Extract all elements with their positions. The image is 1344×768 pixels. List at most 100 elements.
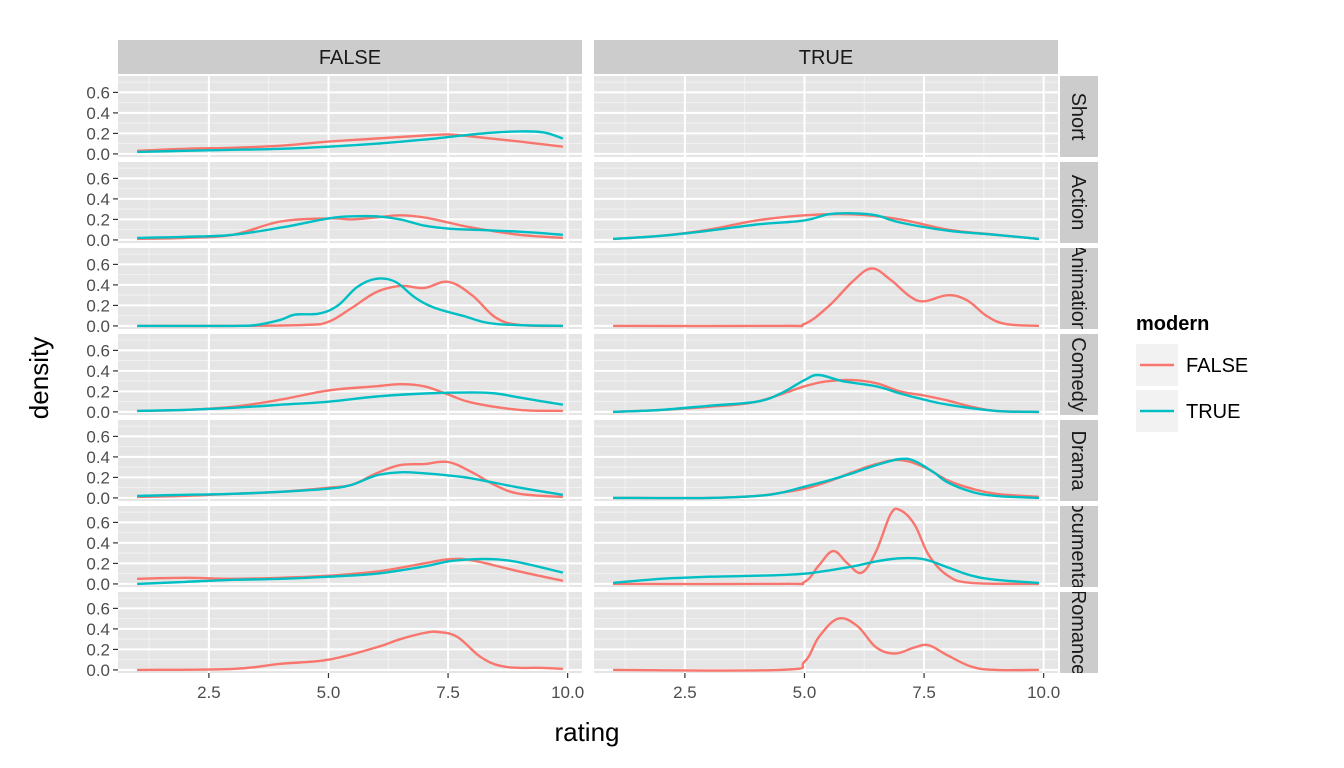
row-strip-5 bbox=[1060, 506, 1098, 587]
density-line-true-1-5 bbox=[613, 556, 1039, 585]
legend: modern FALSE TRUE bbox=[1136, 313, 1248, 432]
panel-1-2 bbox=[594, 248, 1058, 329]
row-strip-2 bbox=[1060, 248, 1098, 329]
density-line-false-0-0 bbox=[137, 133, 564, 152]
panel-1-0 bbox=[594, 76, 1058, 157]
y-tick-label: 0.4 bbox=[86, 362, 110, 381]
density-line-false-1-2 bbox=[613, 267, 1039, 328]
density-line-true-1-4 bbox=[613, 457, 1039, 500]
y-tick-label: 0.6 bbox=[86, 427, 110, 446]
y-tick-label: 0.0 bbox=[86, 661, 110, 680]
row-strip-label: Action bbox=[1067, 175, 1089, 231]
x-tick-label: 10.0 bbox=[551, 683, 584, 702]
y-tick-label: 0.6 bbox=[86, 83, 110, 102]
panel-0-3 bbox=[118, 334, 582, 415]
x-tick-label: 7.5 bbox=[436, 683, 460, 702]
row-strip-3 bbox=[1060, 334, 1098, 415]
density-line-false-0-6 bbox=[137, 630, 563, 672]
panel-0-1 bbox=[118, 162, 582, 243]
column-strip-label: FALSE bbox=[319, 47, 381, 69]
y-tick-label: 0.2 bbox=[86, 296, 110, 315]
x-axis-title: rating bbox=[554, 717, 619, 747]
axes-layer: 0.00.20.40.60.00.20.40.60.00.20.40.60.00… bbox=[86, 83, 1060, 702]
panel-background bbox=[594, 334, 1058, 415]
panel-0-4 bbox=[118, 420, 582, 501]
y-tick-label: 0.4 bbox=[86, 190, 110, 209]
legend-label-true: TRUE bbox=[1186, 401, 1240, 423]
row-strip-0 bbox=[1060, 76, 1098, 157]
y-tick-label: 0.0 bbox=[86, 489, 110, 508]
density-line-true-0-1 bbox=[137, 214, 563, 240]
row-strip-1 bbox=[1060, 162, 1098, 243]
row-strip-4 bbox=[1060, 420, 1098, 501]
panel-1-1 bbox=[594, 162, 1058, 243]
y-tick-label: 0.0 bbox=[86, 231, 110, 250]
y-tick-label: 0.6 bbox=[86, 255, 110, 274]
panel-background bbox=[118, 248, 582, 329]
column-strip-1 bbox=[594, 40, 1058, 74]
y-tick-label: 0.0 bbox=[86, 575, 110, 594]
density-line-true-0-5 bbox=[137, 557, 564, 586]
panel-1-6 bbox=[594, 592, 1058, 673]
density-line-false-0-5 bbox=[137, 557, 564, 582]
y-tick-label: 0.0 bbox=[86, 145, 110, 164]
y-tick-label: 0.2 bbox=[86, 382, 110, 401]
legend-label-false: FALSE bbox=[1186, 355, 1248, 377]
strips-layer: FALSE TRUE Short Action Animation Comedy Drama… bbox=[118, 40, 1098, 676]
density-line-false-0-2 bbox=[137, 280, 563, 328]
panel-1-3 bbox=[594, 334, 1058, 415]
panels-layer bbox=[118, 76, 1058, 673]
panel-background bbox=[118, 420, 582, 501]
row-strip-label: Drama bbox=[1067, 430, 1089, 491]
y-tick-label: 0.4 bbox=[86, 534, 110, 553]
density-line-true-0-3 bbox=[137, 391, 564, 413]
row-strip-label: Animation bbox=[1067, 244, 1089, 333]
y-tick-label: 0.6 bbox=[86, 169, 110, 188]
x-tick-label: 5.0 bbox=[317, 683, 341, 702]
panel-background bbox=[594, 162, 1058, 243]
panel-background bbox=[594, 592, 1058, 673]
row-strip-label-group: Short bbox=[1067, 93, 1089, 141]
y-tick-label: 0.2 bbox=[86, 554, 110, 573]
y-tick-label: 0.4 bbox=[86, 448, 110, 467]
y-tick-label: 0.6 bbox=[86, 341, 110, 360]
y-tick-label: 0.0 bbox=[86, 317, 110, 336]
row-strip-label-group: Documentary bbox=[1067, 487, 1089, 606]
density-line-false-1-5 bbox=[613, 507, 1039, 586]
density-line-false-1-6 bbox=[613, 616, 1039, 672]
panel-1-5 bbox=[594, 506, 1058, 587]
y-tick-label: 0.2 bbox=[86, 468, 110, 487]
row-strip-6 bbox=[1060, 592, 1098, 673]
row-strip-label: Romance bbox=[1067, 590, 1089, 676]
panel-background bbox=[594, 76, 1058, 157]
x-tick-label: 7.5 bbox=[912, 683, 936, 702]
panel-background bbox=[594, 420, 1058, 501]
y-tick-label: 0.0 bbox=[86, 403, 110, 422]
panel-background bbox=[118, 592, 582, 673]
panel-background bbox=[594, 506, 1058, 587]
density-line-true-1-3 bbox=[613, 373, 1039, 414]
row-strip-label-group: Action bbox=[1067, 175, 1089, 231]
panel-background bbox=[118, 334, 582, 415]
legend-title: modern bbox=[1136, 313, 1209, 335]
row-strip-label: Documentary bbox=[1067, 487, 1089, 606]
density-line-true-0-2 bbox=[137, 277, 563, 328]
x-tick-label: 5.0 bbox=[793, 683, 817, 702]
y-tick-label: 0.4 bbox=[86, 104, 110, 123]
y-tick-label: 0.6 bbox=[86, 599, 110, 618]
y-tick-label: 0.4 bbox=[86, 276, 110, 295]
panel-1-4 bbox=[594, 420, 1058, 501]
y-tick-label: 0.2 bbox=[86, 210, 110, 229]
row-strip-label: Comedy bbox=[1067, 337, 1089, 411]
column-strip-label: TRUE bbox=[799, 47, 853, 69]
y-tick-label: 0.6 bbox=[86, 513, 110, 532]
panel-0-5 bbox=[118, 506, 582, 587]
row-strip-label-group: Drama bbox=[1067, 430, 1089, 491]
panel-0-2 bbox=[118, 248, 582, 329]
column-strip-0 bbox=[118, 40, 582, 74]
row-strip-label-group: Romance bbox=[1067, 590, 1089, 676]
density-line-true-0-4 bbox=[137, 471, 564, 498]
y-axis-title: density bbox=[24, 337, 54, 419]
row-strip-label: Short bbox=[1067, 93, 1089, 141]
